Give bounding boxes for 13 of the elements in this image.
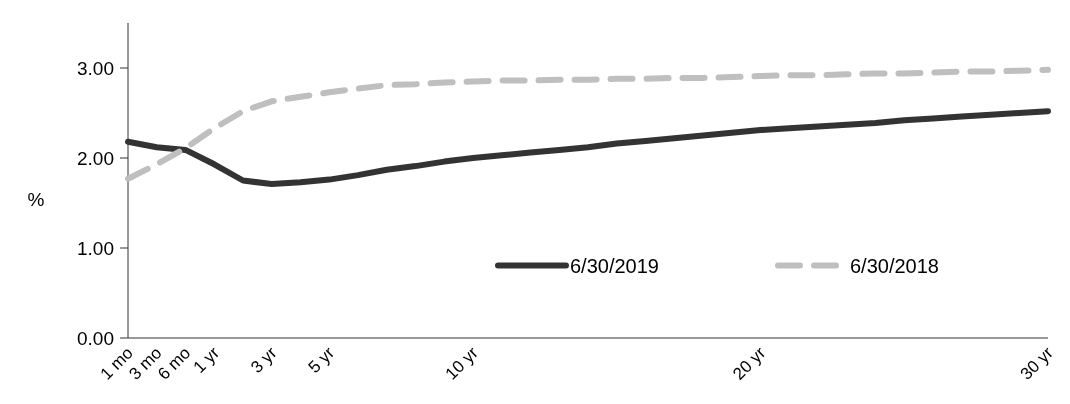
legend-label: 6/30/2018 [850, 254, 939, 277]
x-tick-label: 3 yr [247, 343, 281, 377]
y-tick-label: 0.00 [77, 327, 114, 349]
y-tick-label: 3.00 [77, 57, 114, 79]
x-tick-label: 20 yr [729, 343, 770, 384]
y-axis-title: % [27, 188, 45, 210]
legend-label: 6/30/2019 [570, 254, 659, 277]
x-tick-label: 5 yr [304, 343, 339, 377]
x-tick-label: 1 yr [189, 343, 224, 377]
y-tick-label: 1.00 [77, 237, 114, 259]
x-tick-label: 10 yr [441, 343, 483, 384]
y-tick-label: 2.00 [77, 147, 114, 169]
x-tick-label: 30 yr [1016, 343, 1058, 384]
